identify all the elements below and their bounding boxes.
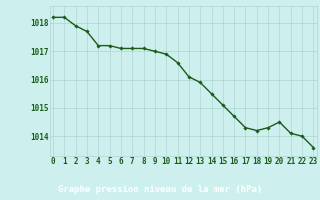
Text: Graphe pression niveau de la mer (hPa): Graphe pression niveau de la mer (hPa) <box>58 185 262 194</box>
